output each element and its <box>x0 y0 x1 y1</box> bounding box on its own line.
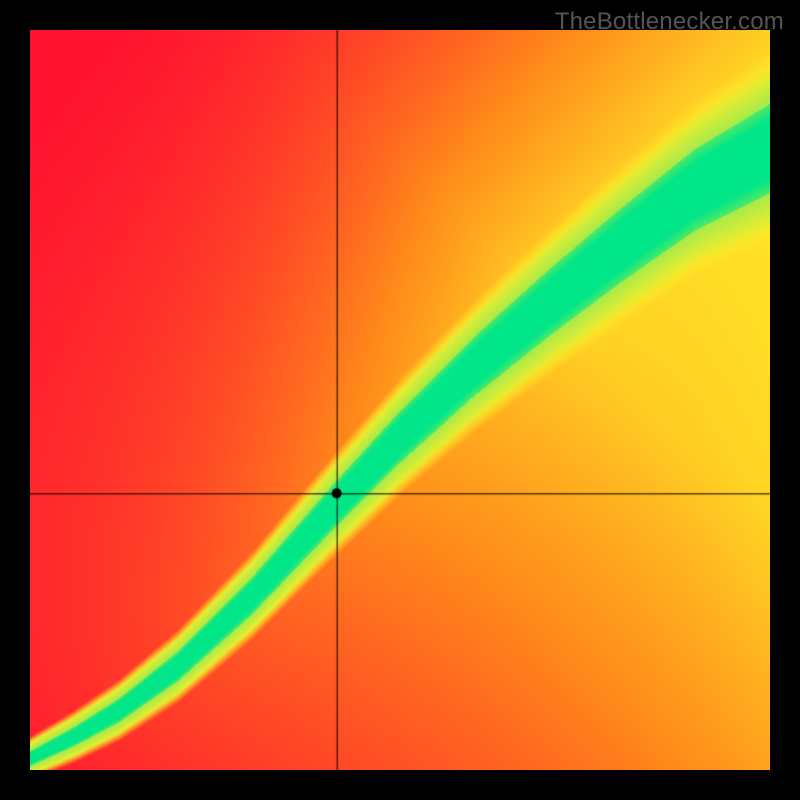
plot-outer: TheBottlenecker.com <box>0 0 800 800</box>
bottleneck-heatmap <box>30 30 770 770</box>
watermark-text: TheBottlenecker.com <box>555 8 784 36</box>
